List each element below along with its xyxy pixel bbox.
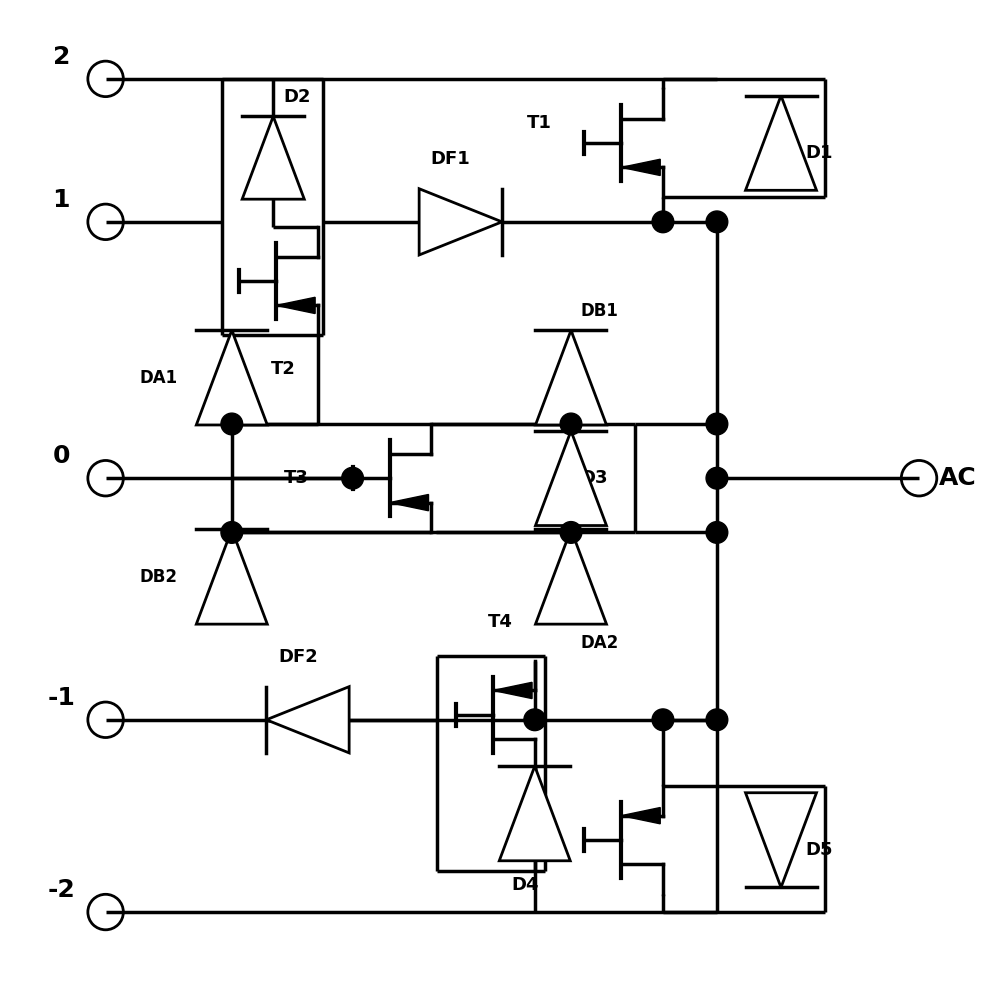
Polygon shape	[621, 160, 660, 176]
Polygon shape	[196, 330, 267, 425]
Circle shape	[706, 467, 728, 489]
Text: -1: -1	[47, 686, 75, 710]
Text: D4: D4	[511, 876, 539, 893]
Polygon shape	[535, 330, 606, 425]
Text: T4: T4	[488, 613, 512, 631]
Circle shape	[652, 211, 674, 233]
Polygon shape	[621, 808, 660, 824]
Polygon shape	[196, 529, 267, 624]
Circle shape	[342, 467, 363, 489]
Polygon shape	[746, 793, 817, 887]
Text: DB2: DB2	[140, 568, 178, 586]
Polygon shape	[276, 298, 315, 314]
Text: AC: AC	[939, 466, 977, 490]
Text: T3: T3	[284, 469, 309, 487]
Text: T5: T5	[527, 831, 552, 849]
Text: DB1: DB1	[581, 303, 619, 320]
Polygon shape	[499, 766, 570, 861]
Text: T2: T2	[271, 360, 296, 378]
Text: -2: -2	[47, 879, 75, 902]
Text: T1: T1	[527, 114, 552, 132]
Text: DF1: DF1	[431, 150, 471, 168]
Text: D2: D2	[283, 89, 311, 106]
Text: DA1: DA1	[139, 369, 178, 387]
Circle shape	[706, 413, 728, 435]
Polygon shape	[493, 682, 532, 698]
Polygon shape	[242, 116, 304, 199]
Text: D3: D3	[581, 469, 608, 487]
Polygon shape	[746, 96, 817, 190]
Polygon shape	[419, 188, 502, 255]
Circle shape	[221, 522, 243, 543]
Text: 2: 2	[53, 45, 70, 69]
Circle shape	[706, 211, 728, 233]
Text: DF2: DF2	[278, 648, 318, 666]
Circle shape	[560, 522, 582, 543]
Circle shape	[706, 709, 728, 731]
Text: DA2: DA2	[581, 634, 619, 652]
Polygon shape	[535, 431, 606, 526]
Text: 0: 0	[52, 445, 70, 468]
Circle shape	[560, 413, 582, 435]
Text: D5: D5	[806, 841, 833, 859]
Circle shape	[524, 709, 546, 731]
Circle shape	[652, 709, 674, 731]
Polygon shape	[535, 529, 606, 624]
Circle shape	[706, 522, 728, 543]
Text: 1: 1	[52, 188, 70, 212]
Polygon shape	[390, 495, 429, 511]
Polygon shape	[266, 686, 349, 753]
Circle shape	[221, 413, 243, 435]
Text: D1: D1	[806, 144, 833, 162]
